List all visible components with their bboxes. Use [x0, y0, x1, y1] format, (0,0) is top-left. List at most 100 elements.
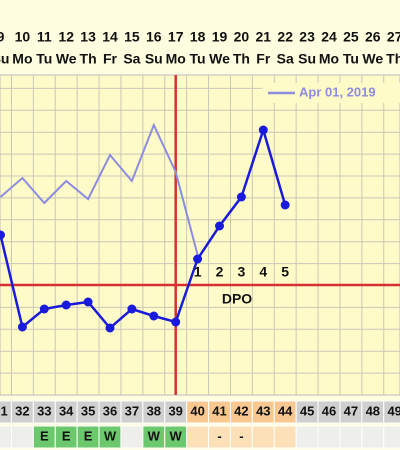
- sign-cell: [295, 425, 319, 449]
- sign-label: -: [239, 428, 243, 443]
- data-point: [258, 125, 268, 135]
- day-label: 18: [190, 29, 206, 45]
- data-point: [193, 254, 203, 264]
- cycle-day: 38: [147, 403, 161, 418]
- day-label: 20: [234, 29, 250, 45]
- day-label: 9: [0, 29, 5, 45]
- sign-cell: [251, 425, 275, 449]
- weekday-label: We: [209, 51, 230, 67]
- day-label: 24: [321, 29, 337, 45]
- data-point: [171, 317, 181, 327]
- data-point: [280, 200, 290, 210]
- weekday-label: Th: [80, 51, 97, 67]
- cycle-day: 37: [125, 403, 139, 418]
- day-label: 23: [299, 29, 315, 45]
- cycle-day: 48: [366, 403, 380, 418]
- sign-label: E: [62, 428, 71, 443]
- weekday-label: Mo: [12, 51, 32, 67]
- data-point: [127, 304, 137, 314]
- data-point: [0, 230, 5, 240]
- sign-cell: [361, 425, 385, 449]
- sign-label: W: [148, 428, 161, 443]
- sign-label: W: [170, 428, 183, 443]
- day-label: 15: [124, 29, 140, 45]
- dpo-label: 3: [238, 264, 246, 280]
- cycle-day: 32: [15, 403, 29, 418]
- cycle-day: 35: [81, 403, 95, 418]
- dpo-label: 2: [216, 264, 224, 280]
- sign-label: -: [217, 428, 221, 443]
- sign-cell: [10, 425, 34, 449]
- day-label: 21: [256, 29, 272, 45]
- weekday-label: Fr: [103, 51, 118, 67]
- cycle-day: 46: [322, 403, 336, 418]
- weekday-label: Sa: [123, 51, 140, 67]
- sign-label: E: [84, 428, 93, 443]
- day-label: 11: [37, 29, 52, 45]
- day-label: 13: [80, 29, 96, 45]
- cycle-day: 40: [190, 403, 204, 418]
- cycle-day: 36: [103, 403, 117, 418]
- cycle-day: 31: [0, 403, 8, 418]
- weekday-label: Fr: [256, 51, 271, 67]
- sign-cell: [120, 425, 144, 449]
- series-line: [0, 122, 199, 256]
- weekday-label: Su: [145, 51, 163, 67]
- day-label: 17: [168, 29, 184, 45]
- cycle-day: 47: [344, 403, 358, 418]
- data-point: [105, 323, 115, 333]
- cycle-day: 41: [212, 403, 226, 418]
- day-label: 25: [343, 29, 359, 45]
- cycle-day: 44: [278, 403, 293, 418]
- sign-cell: [339, 425, 363, 449]
- day-label: 12: [58, 29, 74, 45]
- data-point: [236, 192, 246, 202]
- dpo-label: 4: [259, 264, 267, 280]
- weekday-label: We: [362, 51, 383, 67]
- cycle-day: 39: [168, 403, 182, 418]
- day-label: 26: [365, 29, 381, 45]
- cycle-day: 49: [387, 403, 400, 418]
- cycle-day: 43: [256, 403, 270, 418]
- data-point: [39, 304, 49, 314]
- data-point: [149, 311, 159, 321]
- cycle-day: 33: [37, 403, 51, 418]
- dpo-label: 5: [281, 264, 289, 280]
- weekday-label: We: [56, 51, 77, 67]
- data-point: [17, 322, 27, 332]
- sign-cell: [273, 425, 297, 449]
- sign-cell: [186, 425, 210, 449]
- sign-cell: [317, 425, 341, 449]
- day-label: 16: [146, 29, 162, 45]
- day-label: 19: [212, 29, 228, 45]
- legend-label: Apr 01, 2019: [299, 84, 376, 99]
- weekday-label: Su: [298, 51, 316, 67]
- data-point: [83, 297, 93, 307]
- day-label: 10: [15, 29, 31, 45]
- weekday-label: Tu: [36, 51, 52, 67]
- weekday-label: Th: [233, 51, 250, 67]
- weekday-label: Sa: [277, 51, 294, 67]
- legend-box: [262, 83, 400, 103]
- weekday-label: Tu: [190, 51, 206, 67]
- cycle-day: 34: [59, 403, 74, 418]
- cycle-day: 42: [234, 403, 248, 418]
- day-label: 22: [277, 29, 293, 45]
- weekday-label: Th: [386, 51, 400, 67]
- sign-cell: [0, 425, 12, 449]
- data-point: [215, 221, 224, 231]
- sign-label: W: [104, 428, 117, 443]
- dpo-label: 1: [194, 264, 202, 280]
- day-label: 27: [387, 29, 400, 45]
- cycle-day-cell: [383, 400, 400, 424]
- weekday-label: Mo: [319, 51, 339, 67]
- day-label: 14: [102, 29, 118, 45]
- data-point: [61, 300, 71, 310]
- weekday-label: Tu: [343, 51, 359, 67]
- sign-label: E: [40, 428, 49, 443]
- cycle-day: 45: [300, 403, 314, 418]
- plot-area: [0, 74, 400, 396]
- weekday-label: Mo: [166, 51, 186, 67]
